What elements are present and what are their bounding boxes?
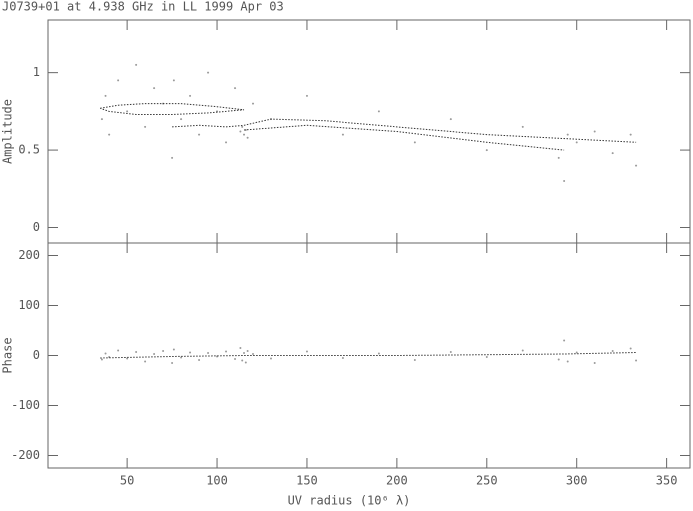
data-point bbox=[485, 356, 488, 358]
data-point bbox=[635, 164, 638, 167]
model-line bbox=[100, 103, 637, 151]
x-tick-label: 250 bbox=[476, 474, 498, 488]
x-tick-label: 350 bbox=[656, 474, 678, 488]
data-point bbox=[635, 359, 638, 362]
data-point bbox=[239, 347, 242, 349]
plot-frame bbox=[47, 242, 691, 469]
data-point bbox=[108, 133, 111, 136]
data-point bbox=[126, 110, 129, 113]
chart-title: J0739+01 at 4.938 GHz in LL 1999 Apr 03 bbox=[2, 0, 284, 14]
data-point bbox=[234, 358, 237, 360]
data-point bbox=[162, 350, 165, 352]
y-tick-label: -100 bbox=[11, 398, 40, 412]
data-point bbox=[566, 133, 569, 136]
data-point bbox=[269, 357, 272, 360]
data-point bbox=[413, 359, 416, 361]
y-tick-label: 1 bbox=[33, 65, 40, 79]
data-point bbox=[243, 352, 246, 354]
data-point bbox=[575, 351, 578, 354]
x-tick-label: 150 bbox=[296, 474, 318, 488]
data-point bbox=[611, 152, 614, 155]
data-point bbox=[341, 133, 344, 136]
data-point bbox=[413, 141, 416, 144]
data-point bbox=[153, 353, 156, 355]
data-point bbox=[305, 94, 308, 97]
data-point bbox=[104, 94, 107, 97]
data-point bbox=[207, 71, 210, 74]
data-point bbox=[252, 353, 255, 355]
data-point bbox=[557, 156, 560, 159]
y-tick-label: 100 bbox=[18, 298, 40, 312]
data-point bbox=[198, 359, 201, 361]
data-point bbox=[189, 94, 192, 97]
data-point bbox=[449, 118, 452, 121]
data-point bbox=[593, 362, 596, 364]
data-point bbox=[449, 351, 452, 353]
data-point bbox=[377, 110, 380, 113]
data-point bbox=[575, 141, 578, 144]
y-tick-label: -200 bbox=[11, 448, 40, 462]
data-point bbox=[144, 125, 147, 128]
data-point bbox=[180, 118, 183, 121]
data-point bbox=[100, 118, 103, 121]
data-point bbox=[629, 133, 632, 136]
x-tick-label: 100 bbox=[206, 474, 228, 488]
data-point bbox=[135, 351, 138, 353]
data-point bbox=[521, 349, 524, 352]
y-tick-label: 0.5 bbox=[18, 143, 40, 157]
data-point bbox=[171, 362, 174, 364]
data-point bbox=[563, 339, 566, 342]
data-point bbox=[135, 63, 138, 66]
data-point bbox=[126, 357, 129, 360]
y-tick-label: 0 bbox=[33, 348, 40, 362]
y-tick-label: 200 bbox=[18, 248, 40, 262]
data-point bbox=[629, 347, 632, 350]
x-tick-label: 300 bbox=[566, 474, 588, 488]
data-point bbox=[180, 356, 183, 359]
data-point bbox=[563, 180, 566, 183]
data-point bbox=[153, 87, 156, 90]
data-point bbox=[341, 357, 344, 359]
y-axis-label: Phase bbox=[1, 337, 15, 373]
data-point bbox=[104, 352, 107, 355]
data-point bbox=[117, 349, 120, 352]
data-point bbox=[611, 350, 614, 352]
data-point bbox=[377, 352, 380, 355]
data-point bbox=[252, 102, 255, 105]
data-point bbox=[557, 358, 560, 361]
data-point bbox=[172, 348, 175, 351]
data-point bbox=[207, 352, 210, 354]
data-point bbox=[100, 358, 103, 361]
x-axis-label: UV radius (10⁶ λ) bbox=[288, 494, 411, 508]
y-tick-label: 0 bbox=[33, 220, 40, 234]
data-point bbox=[172, 79, 175, 82]
data-point bbox=[189, 351, 192, 354]
data-point bbox=[241, 125, 244, 128]
data-point bbox=[117, 79, 120, 82]
data-point bbox=[171, 156, 174, 159]
model-line bbox=[100, 352, 637, 359]
data-point bbox=[144, 360, 147, 363]
data-point bbox=[198, 133, 201, 136]
data-point bbox=[246, 136, 249, 139]
data-point bbox=[234, 87, 237, 90]
data-point bbox=[241, 359, 244, 362]
data-point bbox=[566, 360, 569, 363]
data-point bbox=[225, 141, 228, 144]
data-point bbox=[225, 350, 228, 353]
data-point bbox=[246, 350, 249, 352]
data-point bbox=[485, 149, 488, 152]
data-point bbox=[305, 350, 308, 353]
data-point bbox=[593, 130, 596, 133]
data-point bbox=[239, 130, 242, 133]
data-point bbox=[243, 133, 246, 136]
data-point bbox=[521, 125, 524, 128]
data-point bbox=[244, 361, 247, 364]
y-axis-label: Amplitude bbox=[1, 99, 15, 164]
x-tick-label: 50 bbox=[120, 474, 134, 488]
x-tick-label: 200 bbox=[386, 474, 408, 488]
